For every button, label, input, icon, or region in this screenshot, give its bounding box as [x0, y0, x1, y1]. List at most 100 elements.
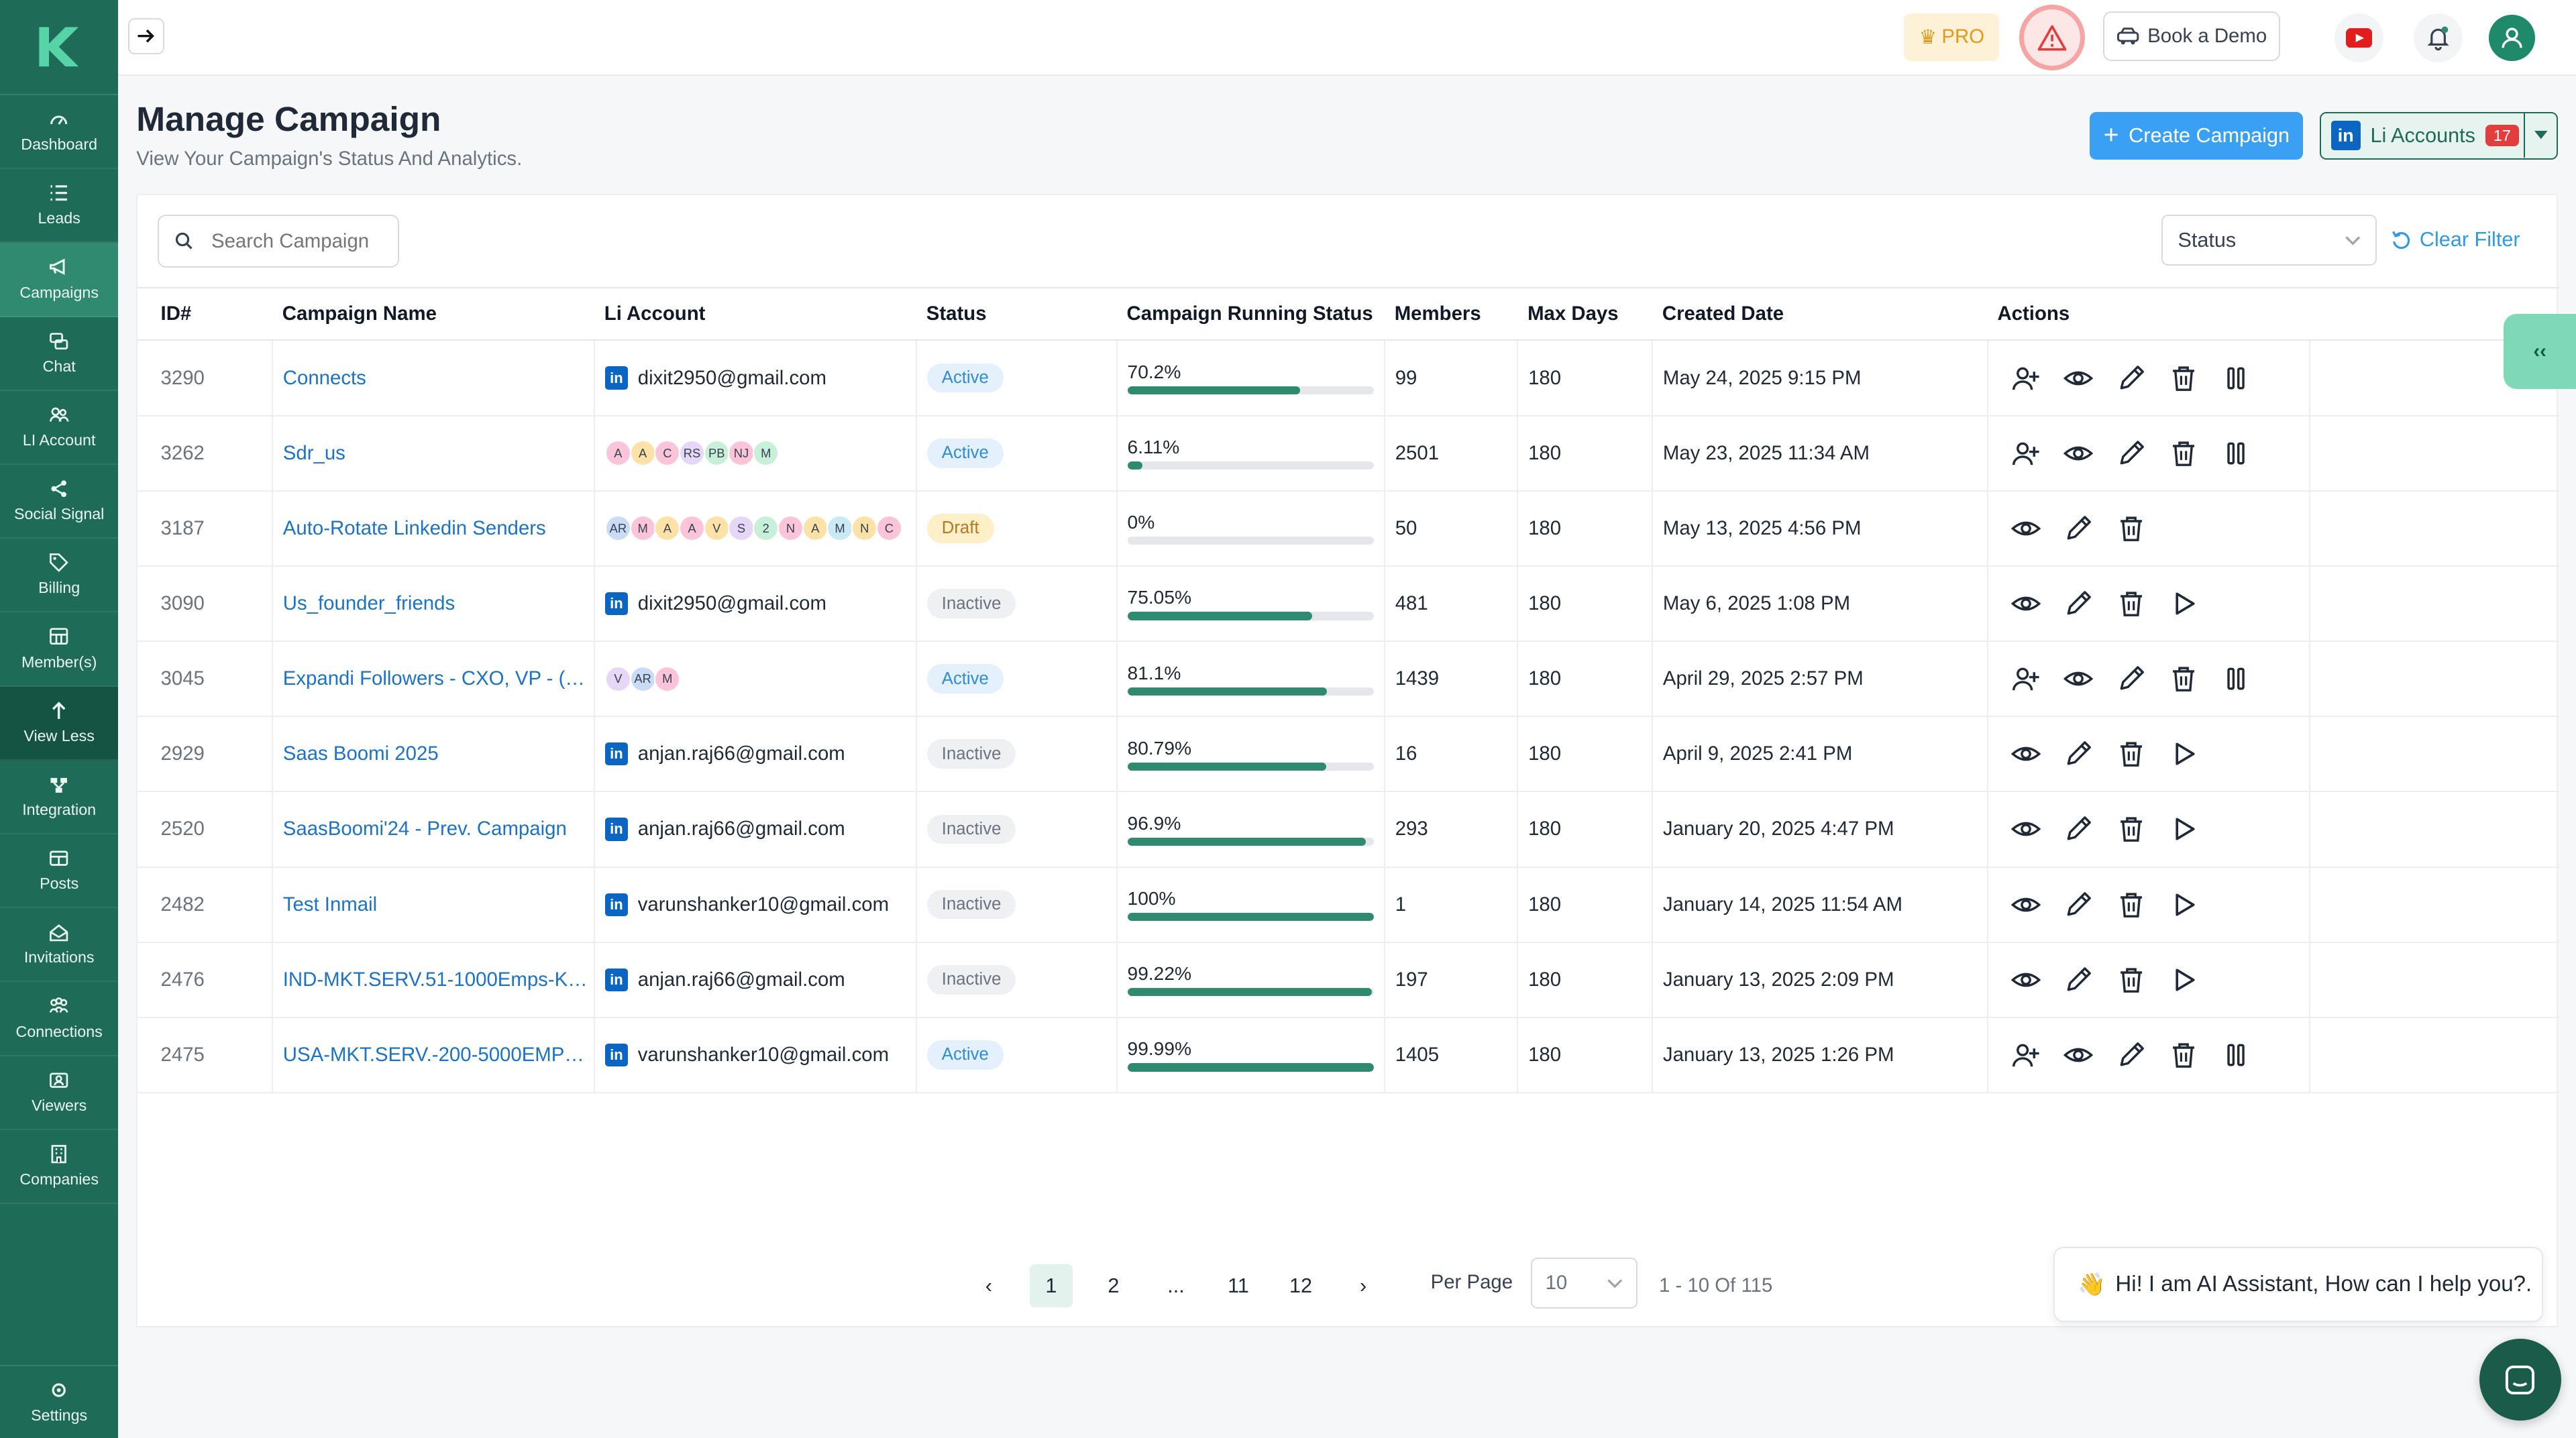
- campaign-name-link[interactable]: Saas Boomi 2025: [282, 742, 439, 765]
- sidebar-item-connections[interactable]: Connections: [0, 982, 119, 1056]
- column-header-id[interactable]: ID#: [138, 287, 273, 341]
- per-page-select[interactable]: 10: [1531, 1258, 1638, 1309]
- trash-icon[interactable]: [2116, 890, 2146, 920]
- add-user-icon[interactable]: [2011, 364, 2041, 393]
- campaign-name-link[interactable]: Us_founder_friends: [282, 592, 455, 615]
- pencil-icon[interactable]: [2063, 514, 2093, 543]
- pencil-icon[interactable]: [2063, 589, 2093, 618]
- pencil-icon[interactable]: [2063, 965, 2093, 995]
- sidebar-item-social-signal[interactable]: Social Signal: [0, 465, 119, 539]
- column-header-max-days[interactable]: Max Days: [1517, 287, 1653, 341]
- search-box[interactable]: [157, 215, 399, 268]
- sidebar-item-posts[interactable]: Posts: [0, 834, 119, 909]
- column-header-status[interactable]: Status: [916, 287, 1117, 341]
- sidebar-item-leads[interactable]: Leads: [0, 169, 119, 243]
- pro-badge[interactable]: ♛ PRO: [1904, 13, 2000, 61]
- trash-icon[interactable]: [2116, 814, 2146, 844]
- eye-icon[interactable]: [2063, 439, 2094, 468]
- column-header-members[interactable]: Members: [1385, 287, 1518, 341]
- pencil-icon[interactable]: [2116, 439, 2146, 468]
- notifications-button[interactable]: [2413, 13, 2463, 63]
- side-panel-toggle[interactable]: ‹‹: [2504, 313, 2576, 390]
- warning-button[interactable]: [2019, 5, 2085, 71]
- eye-icon[interactable]: [2063, 664, 2094, 694]
- trash-icon[interactable]: [2116, 739, 2146, 769]
- pagination-page-1[interactable]: 1: [1030, 1264, 1073, 1307]
- pagination-next-button[interactable]: ›: [1360, 1274, 1367, 1297]
- column-header-li-account[interactable]: Li Account: [594, 287, 917, 341]
- expand-sidebar-button[interactable]: [128, 17, 164, 54]
- pencil-icon[interactable]: [2116, 364, 2146, 393]
- account-avatar-group[interactable]: A A C RS PB NJ M: [604, 440, 916, 467]
- create-campaign-button[interactable]: + Create Campaign: [2090, 111, 2304, 160]
- sidebar-item-settings[interactable]: Settings: [0, 1365, 119, 1438]
- pencil-icon[interactable]: [2116, 1040, 2146, 1070]
- add-user-icon[interactable]: [2011, 1040, 2041, 1070]
- pagination-page-2[interactable]: 2: [1108, 1274, 1120, 1297]
- eye-icon[interactable]: [2011, 890, 2041, 920]
- eye-icon[interactable]: [2011, 514, 2041, 543]
- pause-icon[interactable]: [2221, 1040, 2251, 1070]
- add-user-icon[interactable]: [2011, 664, 2041, 694]
- brand-logo[interactable]: [0, 0, 119, 96]
- pencil-icon[interactable]: [2063, 814, 2093, 844]
- eye-icon[interactable]: [2011, 589, 2041, 618]
- add-user-icon[interactable]: [2011, 439, 2041, 468]
- campaign-name-link[interactable]: Connects: [282, 366, 366, 389]
- pause-icon[interactable]: [2221, 364, 2251, 393]
- column-header-campaign-name[interactable]: Campaign Name: [272, 287, 595, 341]
- sidebar-item-billing[interactable]: Billing: [0, 539, 119, 613]
- trash-icon[interactable]: [2116, 589, 2146, 618]
- sidebar-item-campaigns[interactable]: Campaigns: [0, 243, 119, 317]
- pencil-icon[interactable]: [2063, 890, 2093, 920]
- campaign-name-link[interactable]: Auto-Rotate Linkedin Senders: [282, 516, 546, 539]
- campaign-name-link[interactable]: Expandi Followers - CXO, VP - (Ex...: [282, 667, 592, 690]
- trash-icon[interactable]: [2169, 664, 2198, 694]
- book-demo-button[interactable]: Book a Demo: [2102, 11, 2281, 61]
- eye-icon[interactable]: [2011, 814, 2041, 844]
- pencil-icon[interactable]: [2116, 664, 2146, 694]
- campaign-name-link[interactable]: SaasBoomi'24 - Prev. Campaign: [282, 818, 567, 840]
- pagination-page-12[interactable]: 12: [1289, 1274, 1313, 1297]
- pagination-prev-button[interactable]: ‹: [985, 1274, 992, 1297]
- search-input[interactable]: [211, 229, 384, 253]
- sidebar-item-chat[interactable]: Chat: [0, 317, 119, 391]
- play-icon[interactable]: [2169, 739, 2198, 769]
- pause-icon[interactable]: [2221, 439, 2251, 468]
- play-icon[interactable]: [2169, 814, 2198, 844]
- trash-icon[interactable]: [2169, 439, 2198, 468]
- clear-filter-button[interactable]: Clear Filter: [2392, 228, 2520, 252]
- campaign-name-link[interactable]: Test Inmail: [282, 893, 378, 916]
- eye-icon[interactable]: [2063, 1040, 2094, 1070]
- pause-icon[interactable]: [2221, 664, 2251, 694]
- sidebar-item-integration[interactable]: Integration: [0, 761, 119, 835]
- column-header-running-status[interactable]: Campaign Running Status: [1116, 287, 1385, 341]
- chat-launcher-button[interactable]: [2479, 1338, 2561, 1421]
- sidebar-item-member-s[interactable]: Member(s): [0, 612, 119, 687]
- sidebar-item-li-account[interactable]: LI Account: [0, 391, 119, 465]
- sidebar-item-view-less[interactable]: View Less: [0, 686, 119, 761]
- campaign-name-link[interactable]: USA-MKT.SERV.-200-5000EMPs-...: [282, 1043, 592, 1066]
- play-icon[interactable]: [2169, 965, 2198, 995]
- sidebar-item-companies[interactable]: Companies: [0, 1130, 119, 1205]
- status-filter-select[interactable]: Status: [2161, 215, 2377, 266]
- campaign-name-link[interactable]: Sdr_us: [282, 441, 345, 464]
- ai-assistant-bubble[interactable]: 👋 Hi! I am AI Assistant, How can I help …: [2053, 1246, 2544, 1323]
- li-accounts-dropdown[interactable]: in Li Accounts 17: [2319, 111, 2559, 160]
- trash-icon[interactable]: [2116, 965, 2146, 995]
- sidebar-item-viewers[interactable]: Viewers: [0, 1056, 119, 1130]
- caret-down-icon[interactable]: [2524, 113, 2557, 158]
- campaign-name-link[interactable]: IND-MKT.SERV.51-1000Emps-KW...: [282, 968, 592, 991]
- eye-icon[interactable]: [2011, 739, 2041, 769]
- pencil-icon[interactable]: [2063, 739, 2093, 769]
- pagination-ellipsis[interactable]: ...: [1167, 1274, 1185, 1297]
- sidebar-item-dashboard[interactable]: Dashboard: [0, 95, 119, 170]
- sidebar-item-invitations[interactable]: Invitations: [0, 908, 119, 983]
- youtube-button[interactable]: [2334, 13, 2384, 63]
- eye-icon[interactable]: [2011, 965, 2041, 995]
- trash-icon[interactable]: [2169, 1040, 2198, 1070]
- user-avatar[interactable]: [2489, 15, 2535, 61]
- eye-icon[interactable]: [2063, 364, 2094, 393]
- pagination-page-11[interactable]: 11: [1228, 1274, 1249, 1297]
- account-avatar-group[interactable]: V AR M: [604, 665, 916, 692]
